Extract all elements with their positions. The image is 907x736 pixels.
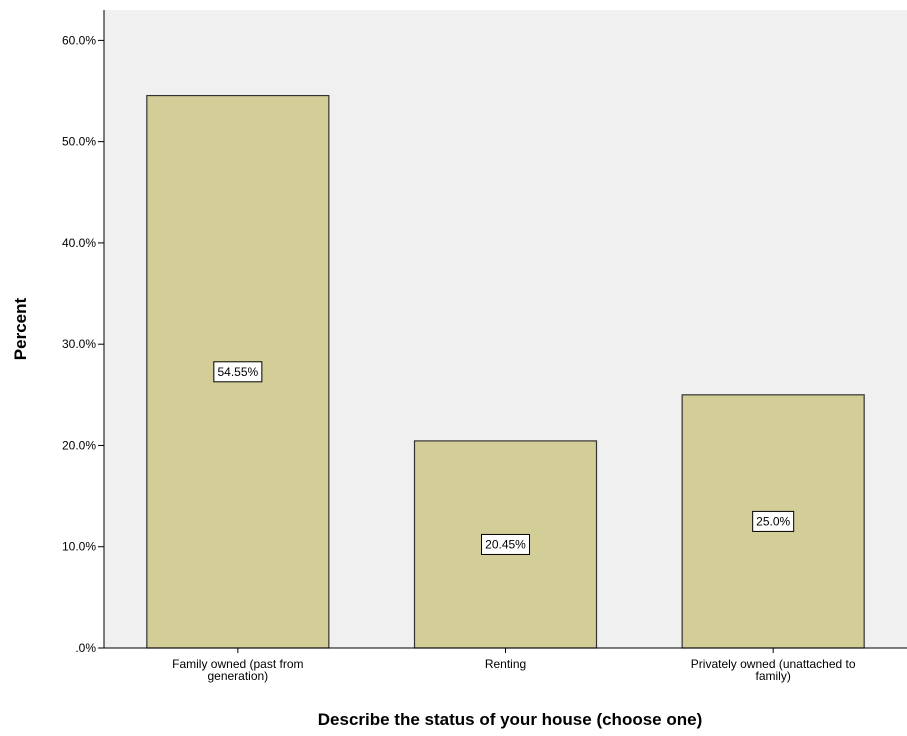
- y-tick-label: 60.0%: [62, 33, 96, 47]
- data-label-text: 20.45%: [485, 537, 526, 551]
- data-label-box: [752, 510, 795, 532]
- x-category-label: Privately owned (unattached to family): [691, 657, 856, 683]
- y-axis-ticks: .0% 10.0% 20.0% 30.0% 40.0% 50.0% 60.0%: [62, 33, 104, 655]
- x-axis-categories: Family owned (past from generation) Rentin…: [172, 648, 856, 683]
- x-category-label: Renting: [485, 657, 526, 671]
- data-label: 25.0%: [752, 510, 795, 532]
- data-label-text: 54.55%: [217, 365, 258, 379]
- y-tick-label: .0%: [75, 641, 96, 655]
- y-tick-label: 20.0%: [62, 438, 96, 452]
- data-labels-layer: 54.55% 20.45% 25.0%: [213, 361, 795, 555]
- data-label: 54.55%: [213, 361, 263, 383]
- y-tick-label: 40.0%: [62, 236, 96, 250]
- y-axis-title: Percent: [11, 297, 30, 360]
- y-tick-label: 30.0%: [62, 337, 96, 351]
- data-label-text: 25.0%: [756, 514, 790, 528]
- data-label-box: [481, 533, 530, 555]
- data-label: 20.45%: [481, 533, 530, 555]
- x-category-label: Family owned (past from generation): [172, 657, 303, 683]
- y-tick-label: 50.0%: [62, 135, 96, 149]
- data-label-box: [213, 361, 263, 383]
- y-tick-label: 10.0%: [62, 540, 96, 554]
- x-axis-title: Describe the status of your house (choos…: [318, 710, 702, 729]
